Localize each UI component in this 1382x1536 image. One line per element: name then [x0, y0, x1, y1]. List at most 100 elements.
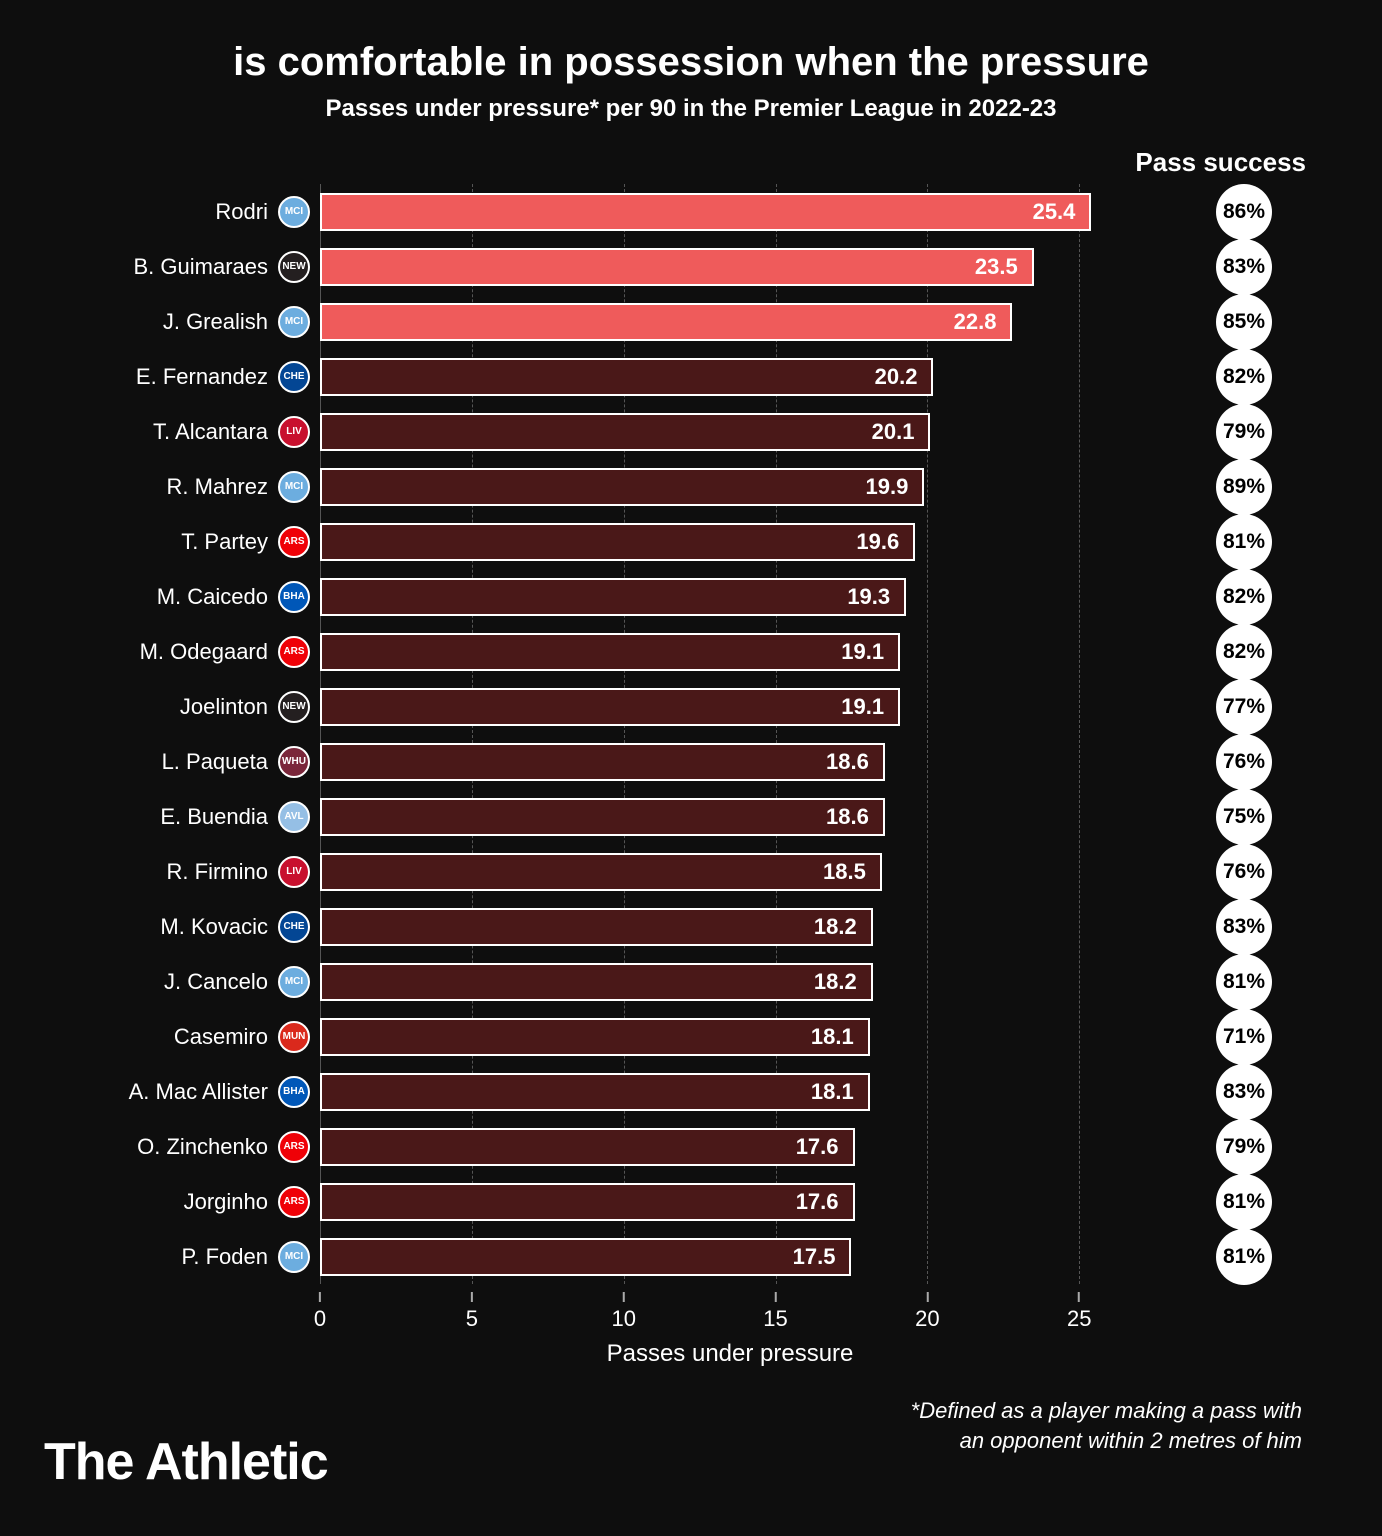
- bar-value: 19.1: [841, 639, 884, 665]
- chart-row: O. ZinchenkoARS17.679%: [60, 1119, 1322, 1174]
- bar-track: 17.5: [320, 1238, 1140, 1276]
- player-name: R. Mahrez: [60, 474, 278, 500]
- pass-success-pill: 81%: [1216, 954, 1272, 1010]
- pass-success-pill: 79%: [1216, 404, 1272, 460]
- player-name: Joelinton: [60, 694, 278, 720]
- club-badge-icon: LIV: [278, 856, 310, 888]
- bar-value: 17.6: [796, 1134, 839, 1160]
- bar: 18.5: [320, 853, 882, 891]
- bar-value: 18.1: [811, 1079, 854, 1105]
- x-tick: 25: [1067, 1292, 1091, 1332]
- bar: 20.1: [320, 413, 930, 451]
- club-badge-icon: ARS: [278, 526, 310, 558]
- bar-track: 18.5: [320, 853, 1140, 891]
- bar: 19.3: [320, 578, 906, 616]
- brand-logo: The Athletic: [44, 1432, 328, 1492]
- pass-success-pill: 82%: [1216, 624, 1272, 680]
- club-badge-icon: MCI: [278, 306, 310, 338]
- club-badge-icon: NEW: [278, 251, 310, 283]
- player-name: E. Buendia: [60, 804, 278, 830]
- chart-row: L. PaquetaWHU18.676%: [60, 734, 1322, 789]
- bar-value: 19.6: [856, 529, 899, 555]
- x-tick-label: 5: [466, 1306, 478, 1332]
- bar-track: 23.5: [320, 248, 1140, 286]
- player-name: T. Alcantara: [60, 419, 278, 445]
- x-tick-label: 20: [915, 1306, 939, 1332]
- pass-success-pill: 86%: [1216, 184, 1272, 240]
- player-name: M. Kovacic: [60, 914, 278, 940]
- pass-success-pill: 82%: [1216, 349, 1272, 405]
- bar: 20.2: [320, 358, 933, 396]
- bar-track: 18.1: [320, 1018, 1140, 1056]
- x-tick: 20: [915, 1292, 939, 1332]
- player-name: Jorginho: [60, 1189, 278, 1215]
- chart-row: E. BuendiaAVL18.675%: [60, 789, 1322, 844]
- pass-success-pill: 81%: [1216, 1229, 1272, 1285]
- x-tick-label: 25: [1067, 1306, 1091, 1332]
- bar-value: 18.2: [814, 914, 857, 940]
- pass-success-pill: 79%: [1216, 1119, 1272, 1175]
- bar-track: 18.2: [320, 963, 1140, 1001]
- chart-row: B. GuimaraesNEW23.583%: [60, 239, 1322, 294]
- bar: 23.5: [320, 248, 1034, 286]
- bar-value: 25.4: [1033, 199, 1076, 225]
- bar-track: 17.6: [320, 1128, 1140, 1166]
- player-name: M. Odegaard: [60, 639, 278, 665]
- pass-success-pill: 76%: [1216, 844, 1272, 900]
- chart-title: is comfortable in possession when the pr…: [60, 40, 1322, 85]
- club-badge-icon: NEW: [278, 691, 310, 723]
- club-badge-icon: BHA: [278, 1076, 310, 1108]
- chart-row: M. CaicedoBHA19.382%: [60, 569, 1322, 624]
- chart-row: E. FernandezCHE 20.2 82%: [60, 349, 1322, 404]
- chart-row: R. MahrezMCI19.989%: [60, 459, 1322, 514]
- chart-row: P. FodenMCI17.581%: [60, 1229, 1322, 1284]
- x-tick: 15: [763, 1292, 787, 1332]
- bar-track: 20.1: [320, 413, 1140, 451]
- bar-value: 19.3: [847, 584, 890, 610]
- club-badge-icon: CHE: [278, 361, 310, 393]
- bar-track: 19.1: [320, 688, 1140, 726]
- player-name: R. Firmino: [60, 859, 278, 885]
- bar: 18.1: [320, 1073, 870, 1111]
- pass-success-pill: 71%: [1216, 1009, 1272, 1065]
- chart-row: J. GrealishMCI22.885%: [60, 294, 1322, 349]
- bar: 25.4: [320, 193, 1091, 231]
- bar-track: 17.6: [320, 1183, 1140, 1221]
- pass-success-pill: 82%: [1216, 569, 1272, 625]
- chart-row: M. KovacicCHE 18.2 83%: [60, 899, 1322, 954]
- pass-success-pill: 81%: [1216, 1174, 1272, 1230]
- player-name: J. Grealish: [60, 309, 278, 335]
- player-name: M. Caicedo: [60, 584, 278, 610]
- chart-row: CasemiroMUN18.171%: [60, 1009, 1322, 1064]
- bar-track: 25.4: [320, 193, 1140, 231]
- x-tick-label: 0: [314, 1306, 326, 1332]
- player-name: Rodri: [60, 199, 278, 225]
- bar: 19.1: [320, 688, 900, 726]
- club-badge-icon: CHE: [278, 911, 310, 943]
- bar-value: 18.1: [811, 1024, 854, 1050]
- player-name: B. Guimaraes: [60, 254, 278, 280]
- bar-value: 17.6: [796, 1189, 839, 1215]
- club-badge-icon: LIV: [278, 416, 310, 448]
- pass-success-pill: 83%: [1216, 899, 1272, 955]
- bar-track: 19.3: [320, 578, 1140, 616]
- club-badge-icon: MCI: [278, 966, 310, 998]
- bar: 17.6: [320, 1183, 855, 1221]
- bar: 17.6: [320, 1128, 855, 1166]
- x-tick-label: 15: [763, 1306, 787, 1332]
- bar-value: 23.5: [975, 254, 1018, 280]
- bar: 18.6: [320, 743, 885, 781]
- bar-track: 18.1: [320, 1073, 1140, 1111]
- club-badge-icon: WHU: [278, 746, 310, 778]
- pass-success-pill: 75%: [1216, 789, 1272, 845]
- x-tick: 0: [314, 1292, 326, 1332]
- player-name: E. Fernandez: [60, 364, 278, 390]
- x-axis-track: 0510152025: [320, 1292, 1140, 1332]
- bar: 19.1: [320, 633, 900, 671]
- pass-success-pill: 77%: [1216, 679, 1272, 735]
- club-badge-icon: ARS: [278, 636, 310, 668]
- chart-row: T. ParteyARS19.681%: [60, 514, 1322, 569]
- bar-value: 19.1: [841, 694, 884, 720]
- bar-track: 20.2: [320, 358, 1140, 396]
- chart-row: RodriMCI25.486%: [60, 184, 1322, 239]
